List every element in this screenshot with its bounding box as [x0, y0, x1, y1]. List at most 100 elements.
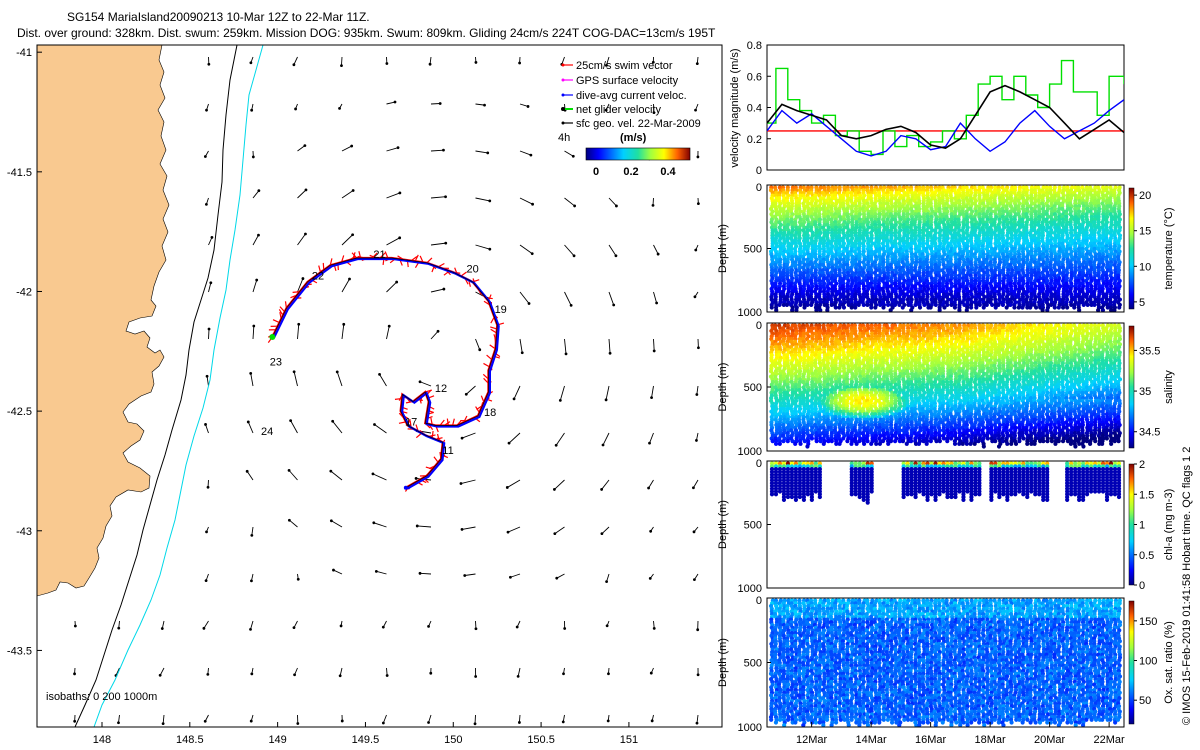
- velocity-y-tick-label: 0.6: [747, 71, 762, 83]
- legend-entry-geo: sfc geo. vel. 22-Mar-2009: [561, 118, 701, 130]
- map-y-tick-label: -41.5: [7, 167, 32, 179]
- geo-velocity-arrow: [252, 234, 259, 246]
- map-x-tick-label: 151: [620, 734, 638, 746]
- velocity-ylabel: velocity magnitude (m/s): [729, 48, 741, 167]
- geo-velocity-arrow: [460, 479, 476, 484]
- geo-velocity-arrowhead: [351, 189, 355, 192]
- geo-velocity-arrow: [430, 103, 441, 105]
- geo-velocity-arrow: [653, 291, 658, 304]
- geo-velocity-arrow: [331, 520, 343, 528]
- geo-velocity-arrowhead: [245, 469, 249, 473]
- geo-velocity-arrow: [336, 371, 343, 387]
- geo-velocity-arrowhead: [512, 397, 516, 401]
- day-label: 17: [405, 416, 417, 428]
- geo-velocity-arrow: [605, 385, 610, 400]
- geo-velocity-arrowhead: [206, 485, 210, 489]
- geo-velocity-arrowhead: [505, 486, 509, 489]
- geo-velocity-arrowhead: [73, 624, 77, 628]
- geo-velocity-arrowhead: [414, 477, 418, 480]
- geo-velocity-arrowhead: [249, 719, 253, 723]
- section-y-tick-label: 500: [744, 382, 762, 394]
- day-labels: 11 12 17 18 19 20 21 22 23 24: [261, 249, 507, 457]
- geo-velocity-arrowhead: [697, 346, 700, 350]
- geo-velocity-arrow: [648, 479, 654, 489]
- geo-velocity-arrowhead: [385, 674, 389, 677]
- section-y-tick-label: 500: [744, 658, 762, 670]
- section-y-tick-label: 1000: [738, 446, 762, 458]
- geo-velocity-arrowhead: [297, 322, 301, 326]
- geo-velocity-arrowhead: [203, 719, 207, 723]
- velocity-series-line: [767, 84, 1124, 149]
- geo-velocity-arrowhead: [436, 329, 440, 333]
- geo-velocity-arrowhead: [655, 301, 659, 305]
- geo-velocity-arrow: [250, 620, 254, 630]
- geo-velocity-arrowhead: [444, 241, 448, 245]
- geo-velocity-arrowhead: [418, 380, 422, 384]
- map-x-tick-label: 149: [268, 734, 286, 746]
- section-y-tick-label: 500: [744, 520, 762, 532]
- geo-velocity-arrow: [564, 338, 567, 354]
- geo-velocity-arrowhead: [301, 277, 305, 280]
- date-tick-label: 16Mar: [915, 734, 947, 746]
- geo-velocity-arrowhead: [573, 204, 577, 208]
- colorbar-label: salinity: [1163, 370, 1175, 404]
- legend-label-net: net glider velocity: [576, 104, 661, 116]
- geo-velocity-arrow: [297, 233, 306, 246]
- geo-velocity-arrowhead: [257, 233, 260, 237]
- colorbar-tick-0: 0: [593, 166, 599, 178]
- geo-velocity-arrowhead: [427, 624, 430, 628]
- geo-velocity-arrowhead: [649, 529, 653, 533]
- geo-velocity-arrowhead: [350, 144, 354, 148]
- geo-velocity-arrowhead: [396, 146, 400, 150]
- date-tick-label: 14Mar: [856, 734, 888, 746]
- geo-velocity-arrowhead: [460, 436, 464, 440]
- geo-velocity-arrow: [475, 103, 485, 106]
- geo-velocity-arrowhead: [516, 674, 520, 678]
- day-label: 21: [373, 249, 385, 261]
- geo-velocity-arrowhead: [694, 248, 698, 252]
- section-background: [767, 461, 1124, 588]
- colorbar-tick-label: 0.5: [1139, 550, 1154, 562]
- geo-velocity-arrowhead: [207, 62, 211, 66]
- section-colorbar: 34.5 35 35.5 salinity: [1128, 325, 1175, 449]
- geo-velocity-arrowhead: [373, 423, 376, 426]
- geo-velocity-arrowhead: [257, 189, 261, 193]
- geo-velocity-arrowhead: [650, 396, 653, 400]
- geo-velocity-arrow: [461, 432, 476, 439]
- geo-velocity-arrowhead: [348, 277, 351, 281]
- geo-velocity-arrow: [475, 197, 490, 202]
- geo-velocity-arrowhead: [561, 720, 565, 724]
- geo-velocity-arrow: [382, 714, 387, 724]
- colorbar-tick-1: 0.2: [623, 166, 638, 178]
- geo-velocity-arrow: [508, 432, 521, 444]
- legend-label-gps: GPS surface velocity: [576, 75, 679, 87]
- geo-velocity-arrowhead: [418, 571, 422, 575]
- section-panel-salinity: 0 500 1000 Depth (m) 34.5 35 35.5 salinity: [717, 320, 1175, 458]
- geo-velocity-arrow: [250, 373, 254, 387]
- geo-velocity-arrow: [372, 473, 387, 481]
- geo-velocity-arrowhead: [555, 576, 559, 580]
- geo-velocity-arrow: [208, 328, 210, 340]
- credit-text: © IMOS 15-Feb-2019 01:41:58 Hobart time.…: [1181, 447, 1193, 725]
- geo-velocity-arrowhead: [529, 153, 533, 157]
- day-label: 19: [495, 304, 507, 316]
- geo-velocity-arrowhead: [604, 108, 608, 112]
- swim-vector: [451, 418, 455, 426]
- geo-velocity-arrow: [430, 242, 446, 246]
- geo-velocity-arrow: [653, 338, 655, 351]
- geo-velocity-arrowhead: [530, 252, 534, 256]
- geo-velocity-arrow: [419, 381, 432, 387]
- figure-subtitle: Dist. over ground: 328km. Dist. swum: 25…: [17, 26, 716, 40]
- geo-velocity-arrowhead: [209, 281, 213, 285]
- geo-velocity-arrow: [465, 385, 476, 395]
- geo-velocity-arrow: [289, 519, 298, 528]
- section-y-tick-label: 0: [756, 182, 762, 194]
- section-panel-temperature: 0 500 1000 Depth (m) 5 10 15 20 temperature (°C): [717, 182, 1175, 319]
- geo-velocity-arrowhead: [289, 419, 293, 423]
- geo-velocity-arrowhead: [518, 61, 522, 65]
- geo-velocity-arrowhead: [692, 486, 695, 490]
- geo-velocity-arrow: [651, 385, 654, 398]
- geo-velocity-arrow: [386, 101, 396, 105]
- geo-velocity-arrowhead: [614, 254, 618, 258]
- geo-velocity-arrow: [419, 572, 432, 575]
